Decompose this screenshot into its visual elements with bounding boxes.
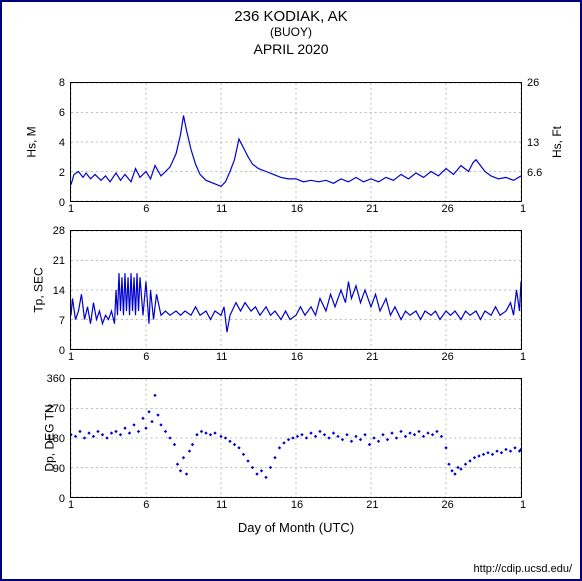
- xtick-label: 16: [291, 351, 303, 363]
- xtick-label: 26: [442, 499, 454, 511]
- xtick-label: 1: [520, 499, 526, 511]
- xtick-label: 21: [366, 351, 378, 363]
- xtick-label: 1: [68, 499, 74, 511]
- xtick-label: 1: [68, 203, 74, 215]
- xtick-label: 6: [143, 499, 149, 511]
- xtick-label: 21: [366, 203, 378, 215]
- station-subtitle: (BUOY): [2, 25, 580, 39]
- y-axis-label-dp: Dp, DEG TN: [43, 404, 57, 471]
- ytick-label: 0: [35, 197, 65, 209]
- charts-container: 02468Hs, M6.61326Hs, Ft16111621261 071421…: [70, 82, 522, 535]
- xtick-label: 6: [143, 351, 149, 363]
- chart-panel-tp: 07142128Tp, SEC16111621261: [70, 230, 522, 350]
- y-axis-label-right: Hs, Ft: [550, 126, 564, 158]
- ytick-label-right: 6.6: [527, 167, 557, 179]
- chart-panel-hs: 02468Hs, M6.61326Hs, Ft16111621261: [70, 82, 522, 202]
- ytick-label-right: 26: [527, 77, 557, 89]
- xtick-label: 1: [520, 203, 526, 215]
- xtick-label: 16: [291, 499, 303, 511]
- station-title: 236 KODIAK, AK: [2, 8, 580, 25]
- xtick-label: 1: [520, 351, 526, 363]
- ytick-label: 6: [35, 107, 65, 119]
- xtick-label: 26: [442, 203, 454, 215]
- month-title: APRIL 2020: [2, 41, 580, 57]
- ytick-label: 28: [35, 225, 65, 237]
- ytick-label: 8: [35, 77, 65, 89]
- xtick-label: 1: [68, 351, 74, 363]
- page-frame: 236 KODIAK, AK (BUOY) APRIL 2020 02468Hs…: [0, 0, 582, 581]
- xtick-label: 11: [216, 499, 227, 511]
- ytick-label: 21: [35, 255, 65, 267]
- chart-panel-dp: 090180270360Dp, DEG TN16111621261: [70, 378, 522, 498]
- y-axis-label-tp: Tp, SEC: [32, 267, 46, 312]
- xtick-label: 11: [216, 203, 227, 215]
- x-axis-label: Day of Month (UTC): [70, 520, 522, 535]
- ytick-label: 7: [35, 315, 65, 327]
- xtick-label: 26: [442, 351, 454, 363]
- xtick-label: 16: [291, 203, 303, 215]
- credit-url: http://cdip.ucsd.edu/: [474, 563, 572, 575]
- xtick-label: 21: [366, 499, 378, 511]
- ytick-label: 0: [35, 493, 65, 505]
- xtick-label: 6: [143, 203, 149, 215]
- y-axis-label-hs: Hs, M: [25, 126, 39, 157]
- xtick-label: 11: [216, 351, 227, 363]
- ytick-label: 360: [35, 373, 65, 385]
- title-block: 236 KODIAK, AK (BUOY) APRIL 2020: [2, 2, 580, 57]
- ytick-label: 4: [35, 137, 65, 149]
- ytick-label: 0: [35, 345, 65, 357]
- ytick-label: 2: [35, 167, 65, 179]
